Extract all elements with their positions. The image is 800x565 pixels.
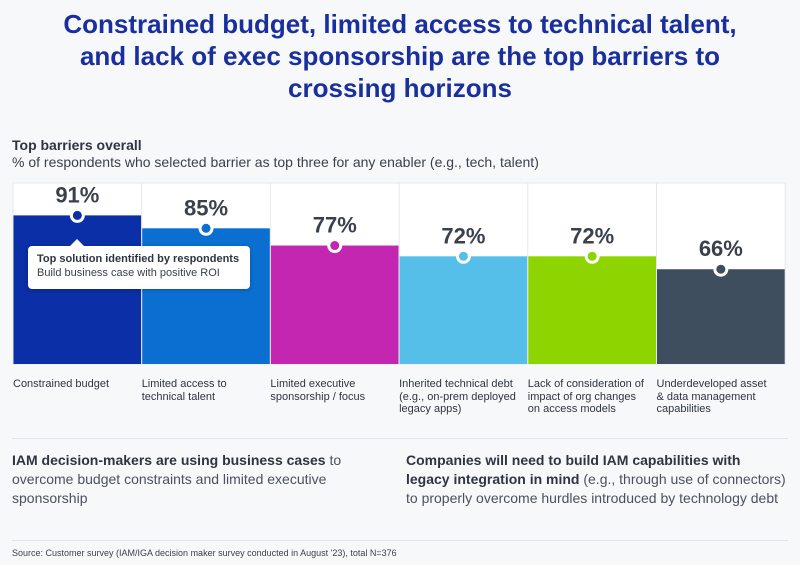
bar	[528, 256, 656, 364]
divider	[12, 438, 788, 439]
bar-marker	[584, 248, 600, 264]
source-note: Source: Customer survey (IAM/IGA decisio…	[12, 548, 397, 558]
page-title: Constrained budget, limited access to te…	[63, 9, 737, 103]
category-label: Limited access to technical talent	[141, 378, 227, 403]
tooltip-text: Build business case with positive ROI	[37, 267, 220, 279]
chart-subtitle: % of respondents who selected barrier as…	[12, 154, 539, 170]
bar	[399, 256, 528, 364]
data-label: 77%	[313, 213, 357, 238]
category-label: Underdeveloped asset & data management c…	[656, 378, 767, 415]
note-left: IAM decision-makers are using business c…	[12, 452, 342, 506]
category-label: Limited executive sponsorship / focus	[270, 378, 366, 403]
note-right: Companies will need to build IAM capabil…	[406, 452, 786, 506]
bar-marker	[69, 207, 85, 223]
category-label: Inherited technical debt (e.g., on-prem …	[399, 378, 516, 415]
category-label: Lack of consideration of impact of org c…	[527, 378, 644, 415]
bar-chart: 91% 85% 77% 72% 72% 66%	[12, 182, 786, 365]
data-label: 72%	[570, 223, 614, 248]
data-label: 66%	[699, 236, 743, 261]
divider	[12, 540, 788, 541]
data-label: 72%	[441, 223, 485, 248]
bar-marker	[327, 238, 343, 254]
chart-title: Top barriers overall	[12, 137, 142, 153]
category-label: Constrained budget	[13, 378, 110, 390]
tooltip-heading: Top solution identified by respondents	[37, 253, 240, 265]
bar-marker	[198, 220, 214, 236]
bar-marker	[455, 248, 471, 264]
bar	[657, 269, 785, 364]
data-label: 85%	[184, 195, 228, 220]
bar	[270, 245, 399, 364]
data-label: 91%	[55, 182, 99, 207]
tooltip: Top solution identified by respondents Bu…	[28, 239, 250, 289]
bar	[13, 215, 142, 364]
bar-marker	[713, 261, 729, 277]
